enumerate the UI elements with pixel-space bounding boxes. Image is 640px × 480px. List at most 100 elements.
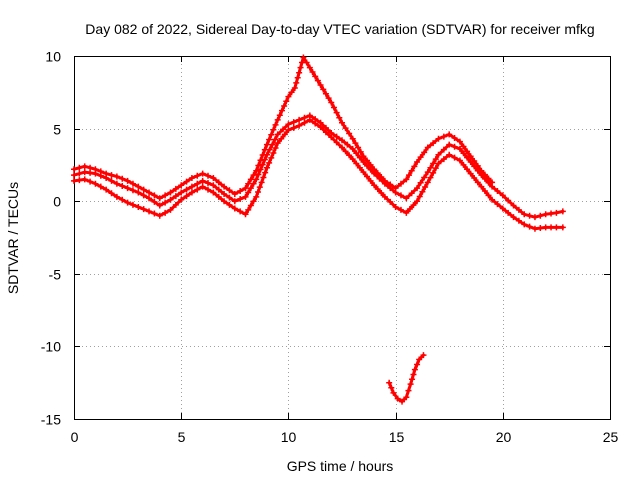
- data-marker: [205, 172, 211, 179]
- series-track-b: [71, 116, 566, 232]
- data-point: [339, 137, 345, 144]
- data-point: [296, 116, 303, 123]
- data-marker: [162, 199, 169, 206]
- data-marker: [119, 182, 126, 189]
- data-marker: [432, 165, 439, 172]
- data-point: [349, 135, 356, 142]
- data-point: [399, 398, 406, 405]
- data-point: [81, 176, 88, 183]
- data-point: [489, 196, 496, 203]
- data-point: [71, 177, 77, 184]
- data-marker: [183, 178, 190, 185]
- data-point: [113, 180, 120, 187]
- data-point: [416, 356, 423, 363]
- data-point: [499, 205, 506, 212]
- data-point: [403, 176, 410, 183]
- data-marker: [333, 109, 340, 116]
- data-marker: [430, 160, 437, 167]
- data-marker: [140, 186, 147, 193]
- data-point: [394, 395, 401, 402]
- chart-title: Day 082 of 2022, Sidereal Day-to-day VTE…: [85, 21, 594, 37]
- data-marker: [451, 154, 458, 161]
- data-point: [542, 211, 549, 218]
- data-marker: [322, 129, 329, 136]
- data-point: [478, 167, 485, 174]
- data-marker: [151, 210, 158, 217]
- data-point: [71, 172, 77, 179]
- data-marker: [250, 198, 257, 205]
- grid-lines: [74, 56, 610, 419]
- data-marker: [416, 193, 423, 200]
- data-marker: [272, 136, 278, 143]
- data-point: [349, 145, 356, 152]
- data-marker: [494, 188, 501, 195]
- data-point: [263, 164, 270, 171]
- data-point: [317, 82, 324, 89]
- data-point: [167, 189, 174, 196]
- data-marker: [537, 212, 544, 219]
- data-point: [103, 170, 110, 177]
- data-marker: [408, 167, 415, 174]
- data-marker: [129, 180, 136, 187]
- data-point: [456, 138, 463, 145]
- data-marker: [270, 149, 277, 156]
- data-point: [424, 179, 431, 186]
- data-marker: [256, 184, 263, 191]
- data-point: [221, 183, 228, 190]
- data-marker: [419, 188, 426, 195]
- data-point: [386, 379, 393, 386]
- x-tick-label: 5: [178, 429, 186, 445]
- data-marker: [515, 217, 522, 224]
- data-point: [446, 151, 453, 158]
- data-point: [221, 190, 228, 197]
- data-marker: [270, 126, 277, 133]
- data-marker: [440, 146, 447, 153]
- data-point: [300, 54, 307, 61]
- data-point: [146, 208, 153, 215]
- data-marker: [303, 59, 310, 66]
- data-point: [178, 182, 185, 189]
- data-marker: [505, 209, 512, 216]
- data-marker: [281, 102, 288, 109]
- data-point: [103, 186, 110, 193]
- data-point: [381, 177, 388, 184]
- data-marker: [397, 180, 404, 187]
- data-marker: [481, 171, 488, 178]
- data-point: [71, 166, 77, 173]
- data-point: [381, 193, 388, 200]
- data-point: [499, 192, 506, 199]
- data-marker: [247, 185, 254, 192]
- data-point: [553, 209, 560, 216]
- data-marker: [356, 164, 363, 171]
- data-marker: [276, 112, 283, 119]
- data-marker: [215, 179, 222, 186]
- data-point: [92, 180, 99, 187]
- data-point: [135, 204, 142, 211]
- data-marker: [268, 131, 275, 138]
- data-point: [253, 193, 260, 200]
- data-point: [146, 195, 153, 202]
- data-marker: [76, 164, 83, 171]
- data-point: [360, 153, 367, 160]
- data-point: [188, 189, 195, 196]
- data-marker: [460, 161, 467, 168]
- data-marker: [342, 148, 349, 155]
- data-point: [156, 202, 163, 209]
- data-marker: [129, 187, 136, 194]
- data-marker: [226, 187, 233, 194]
- data-marker: [76, 177, 83, 184]
- data-point: [92, 166, 99, 173]
- data-point: [291, 84, 298, 91]
- data-marker: [421, 174, 428, 181]
- data-marker: [374, 170, 381, 177]
- data-marker: [526, 223, 533, 230]
- data-marker: [183, 193, 190, 200]
- data-point: [135, 189, 142, 196]
- data-marker: [266, 136, 273, 143]
- data-point: [221, 198, 228, 205]
- data-marker: [151, 198, 158, 205]
- data-series: [71, 54, 566, 405]
- data-marker: [87, 178, 94, 185]
- data-marker: [474, 162, 481, 169]
- data-point: [167, 196, 174, 203]
